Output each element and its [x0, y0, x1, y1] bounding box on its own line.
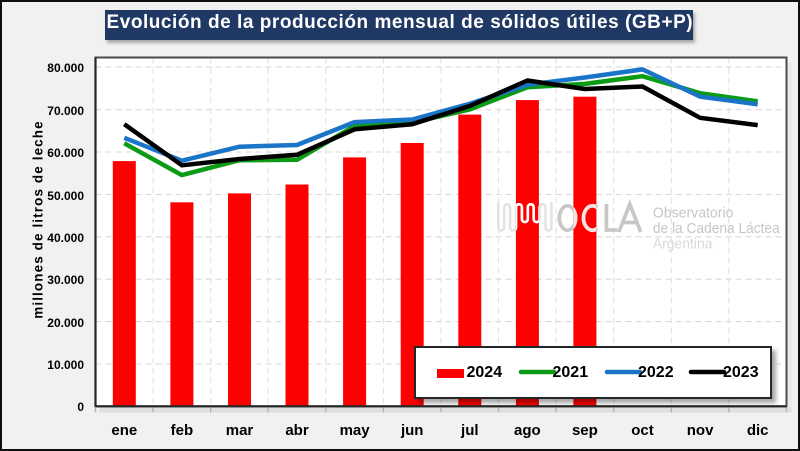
svg-text:Argentina: Argentina: [653, 237, 713, 253]
svg-text:Observatorio: Observatorio: [653, 205, 734, 221]
svg-text:de la Cadena Láctea: de la Cadena Láctea: [653, 221, 781, 237]
